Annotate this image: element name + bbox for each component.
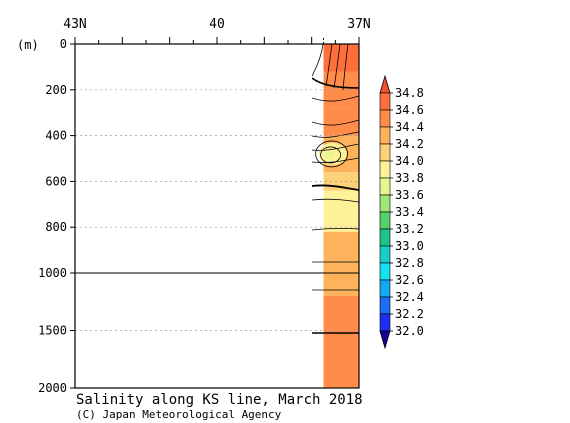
colorbar-label: 34.4 [395, 120, 424, 134]
contour-line [312, 131, 359, 138]
colorbar-box [379, 126, 391, 145]
colorbar-label: 33.2 [395, 222, 424, 236]
chart-title: Salinity along KS line, March 2018 [76, 392, 363, 408]
contour-line [312, 77, 359, 89]
salinity-layer [323, 190, 359, 232]
contour-line [320, 146, 342, 164]
colorbar-label: 32.0 [395, 324, 424, 338]
x-tick-label: 37N [347, 17, 370, 32]
colorbar-label: 32.6 [395, 273, 424, 287]
y-tick-label: 200 [45, 83, 67, 97]
credit-text: (C) Japan Meteorological Agency [76, 408, 282, 421]
contour-line [312, 157, 359, 163]
colorbar-box [379, 228, 391, 247]
y-tick-label: 0 [60, 37, 67, 51]
salinity-layer [323, 231, 359, 273]
colorbar-box [379, 177, 391, 196]
y-tick-label: 2000 [38, 381, 67, 395]
contour-line [312, 227, 359, 231]
salinity-layer [323, 44, 359, 72]
colorbar-label: 34.0 [395, 154, 424, 168]
colorbar-label: 33.0 [395, 239, 424, 253]
colorbar-label: 34.8 [395, 86, 424, 100]
contour-line [312, 119, 359, 126]
colorbar-box [379, 194, 391, 213]
contour-line [312, 184, 359, 191]
colorbar-label: 34.2 [395, 137, 424, 151]
contour-line [312, 198, 359, 203]
colorbar-extend-bottom [379, 330, 391, 350]
x-tick-label: 40 [209, 17, 225, 32]
colorbar-box [379, 279, 391, 298]
colorbar-label: 33.8 [395, 171, 424, 185]
colorbar-box [379, 245, 391, 264]
x-tick-label: 43N [63, 17, 86, 32]
colorbar-box [379, 109, 391, 128]
colorbar: 34.8 34.6 34.4 34.2 34.0 33.8 33.6 33.4 33.2 33.0… [379, 74, 424, 350]
salinity-layer [323, 296, 359, 388]
plot-frame [74, 38, 360, 389]
colorbar-box [379, 313, 391, 332]
colorbar-box [379, 92, 391, 111]
y-tick-label: 400 [45, 129, 67, 143]
y-tick-label: 600 [45, 174, 67, 188]
colorbar-box [379, 160, 391, 179]
colorbar-box [379, 211, 391, 230]
colorbar-label: 32.2 [395, 307, 424, 321]
salinity-layer [323, 273, 359, 296]
colorbar-box [379, 143, 391, 162]
colorbar-label: 33.4 [395, 205, 424, 219]
contour-line [312, 95, 359, 102]
contour-line [315, 140, 349, 168]
contour-line [333, 44, 341, 89]
y-tick-label: 800 [45, 220, 67, 234]
y-tick-label: 1500 [38, 324, 67, 338]
colorbar-label: 34.6 [395, 103, 424, 117]
patch-core [324, 150, 335, 159]
y-tick-label: 1000 [38, 266, 67, 280]
contour-line [312, 44, 324, 77]
colorbar-label: 32.8 [395, 256, 424, 270]
axes: 43N 40 37N 0 200 400 600 800 1000 1500 2000 [38, 17, 371, 395]
colorbar-label: 33.6 [395, 188, 424, 202]
colorbar-box [379, 262, 391, 281]
salinity-data-area [312, 44, 359, 388]
contour-line [325, 44, 333, 87]
y-axis-unit-label: (m) [17, 38, 39, 52]
colorbar-label: 32.4 [395, 290, 424, 304]
colorbar-box [379, 296, 391, 315]
